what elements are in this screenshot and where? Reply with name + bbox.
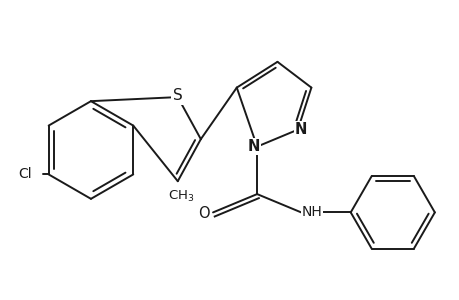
Text: Cl: Cl <box>18 167 32 182</box>
Text: S: S <box>173 88 182 103</box>
Text: N: N <box>247 139 259 154</box>
Text: O: O <box>197 206 209 221</box>
Text: NH: NH <box>301 206 321 219</box>
Text: CH$_3$: CH$_3$ <box>168 189 194 204</box>
Text: N: N <box>294 122 307 137</box>
